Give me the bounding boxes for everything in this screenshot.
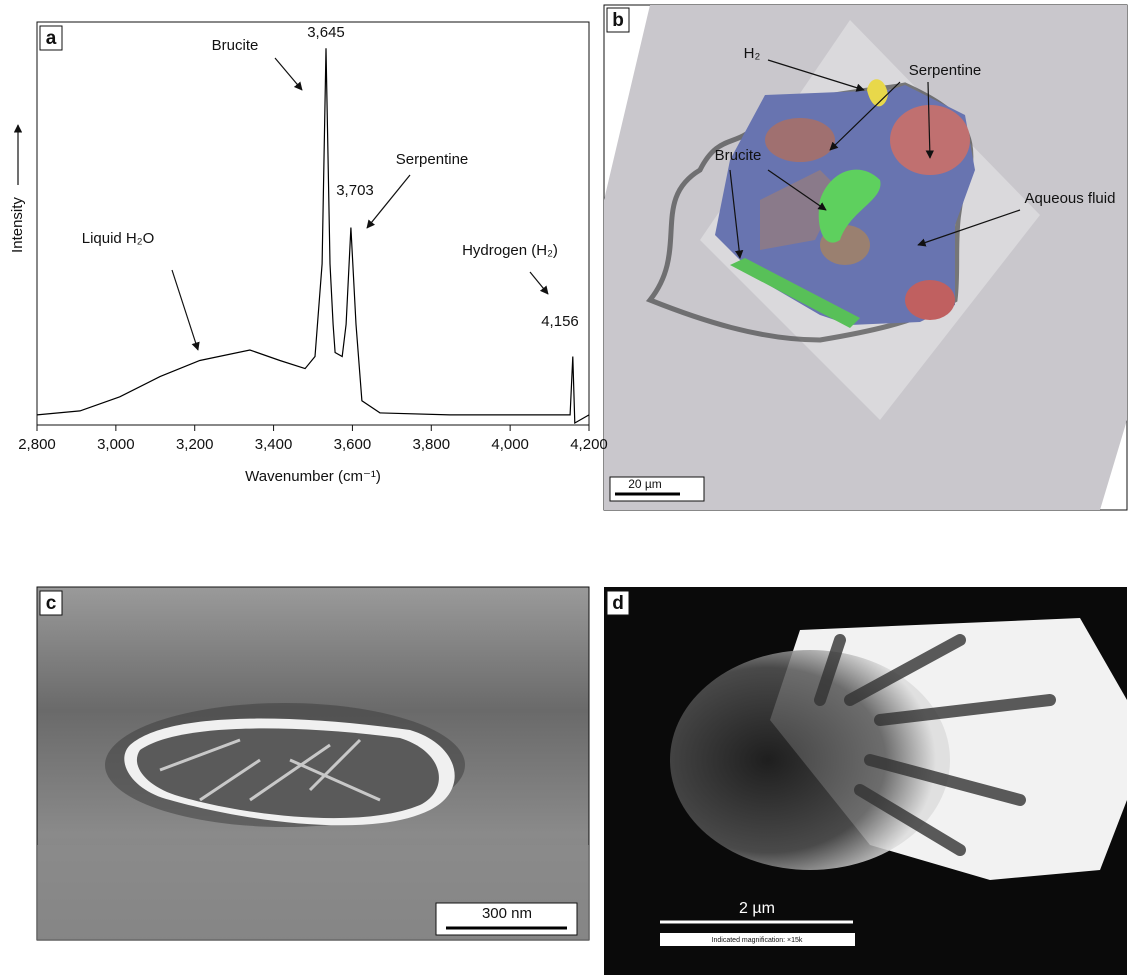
panel-label: b [612,10,624,31]
panel-c: c 300 nm [37,587,589,940]
panel-d: d 2 µm Indicated magnification: ×15k [604,587,1127,975]
scale-label: 2 µm [739,900,775,917]
annotation: H₂ [744,45,761,62]
annotation: Liquid H₂O [82,230,155,247]
x-tick-label: 2,800 [18,436,56,453]
body: {"chart_data": {"type": "line", "panel_l… [0,0,1130,975]
serpentine-map [765,118,835,162]
annotation: Brucite [715,147,762,164]
y-axis-label: Intensity [9,197,26,253]
scale-label: 300 nm [482,905,532,922]
x-tick-label: 4,200 [570,436,608,453]
annotation: 3,703 [336,182,374,199]
serpentine-map [905,280,955,320]
annotation: Serpentine [396,151,469,168]
panel-a: a Wavenumber (cm⁻¹) Intensity Brucite 3,… [9,22,589,485]
annotation: Hydrogen (H₂) [462,242,558,259]
annotation: 3,645 [307,24,345,41]
x-tick-label: 3,800 [413,436,451,453]
figure: a Wavenumber (cm⁻¹) Intensity Brucite 3,… [0,0,1130,975]
panel-b: b H₂ Serpentine Brucite Aqueous fluid 20… [604,5,1127,510]
x-tick-label: 3,400 [255,436,293,453]
annotation: Serpentine [909,62,982,79]
scale-label: 20 µm [628,477,662,491]
x-tick-label: 3,000 [97,436,135,453]
panel-label: d [612,593,624,614]
fibre-cluster [670,650,950,870]
panel-label: a [46,28,57,49]
annotation: 4,156 [541,313,579,330]
panel-label: c [46,593,57,614]
plot-frame [37,22,589,425]
annotation-arrow [530,272,548,294]
annotation-arrow [275,58,302,90]
annotation-arrow [172,270,198,350]
annotation: Brucite [212,37,259,54]
x-tick-label: 3,200 [176,436,214,453]
page: body { margin: 0; width: 1130px; height:… [0,0,1130,975]
x-axis-label: Wavenumber (cm⁻¹) [245,468,381,485]
x-tick-label: 4,000 [491,436,529,453]
magnification: Indicated magnification: ×15k [712,937,803,944]
x-tick-label: 3,600 [334,436,372,453]
annotation: Aqueous fluid [1025,190,1116,207]
